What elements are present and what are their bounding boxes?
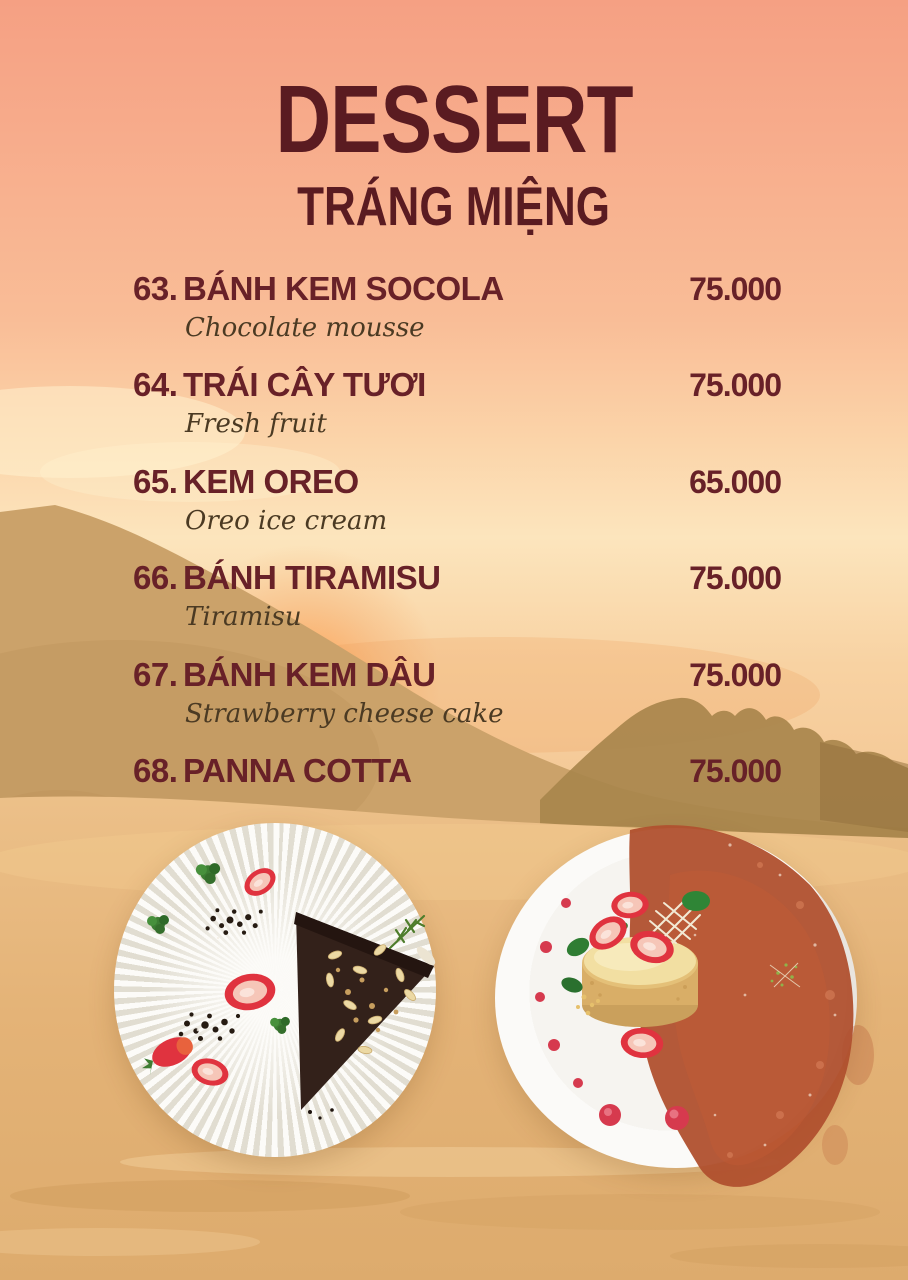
item-description: Oreo ice cream (185, 505, 388, 536)
item-number: 66. (133, 559, 178, 597)
tiramisu-photo (480, 815, 880, 1205)
item-number: 68. (133, 752, 178, 790)
item-name: TRÁI CÂY TƯƠI (183, 366, 426, 404)
item-price: 75.000 (689, 656, 782, 693)
menu-item: 65. KEM OREO 65.000 Oreo ice cream (133, 462, 782, 537)
item-price: 75.000 (689, 271, 782, 307)
item-name: KEM OREO (183, 462, 359, 500)
item-number: 64. (133, 366, 178, 404)
item-price: 75.000 (689, 367, 782, 404)
item-description: Chocolate mousse (185, 312, 425, 343)
page-subtitle: TRÁNG MIỆNG (297, 175, 611, 237)
chocolate-cake-illustration (142, 862, 436, 1120)
item-number: 63. (133, 270, 178, 307)
item-name: BÁNH KEM DÂU (183, 655, 436, 693)
menu-item: 66. BÁNH TIRAMISU 75.000 Tiramisu (133, 559, 782, 633)
item-description: Strawberry cheese cake (185, 698, 504, 729)
menu-item: 68. PANNA COTTA 75.000 (133, 752, 782, 790)
menu-list: 63. BÁNH KEM SOCOLA 75.000 Chocolate mou… (133, 270, 782, 812)
chocolate-mousse-photo (110, 820, 440, 1160)
tiramisu-illustration (535, 825, 874, 1187)
item-price: 65.000 (689, 463, 782, 500)
item-name: PANNA COTTA (183, 752, 412, 790)
item-price: 75.000 (689, 753, 782, 790)
item-name: BÁNH TIRAMISU (183, 559, 441, 597)
item-price: 75.000 (689, 560, 782, 597)
item-number: 65. (133, 462, 178, 500)
item-description: Fresh fruit (185, 409, 327, 440)
menu-item: 63. BÁNH KEM SOCOLA 75.000 Chocolate mou… (133, 270, 782, 344)
item-description: Tiramisu (185, 602, 302, 633)
item-number: 67. (133, 655, 178, 693)
menu-item: 67. BÁNH KEM DÂU 75.000 Strawberry chees… (133, 655, 782, 730)
item-name: BÁNH KEM SOCOLA (183, 270, 504, 307)
page-title: DESSERT (275, 66, 633, 173)
menu-item: 64. TRÁI CÂY TƯƠI 75.000 Fresh fruit (133, 366, 782, 440)
